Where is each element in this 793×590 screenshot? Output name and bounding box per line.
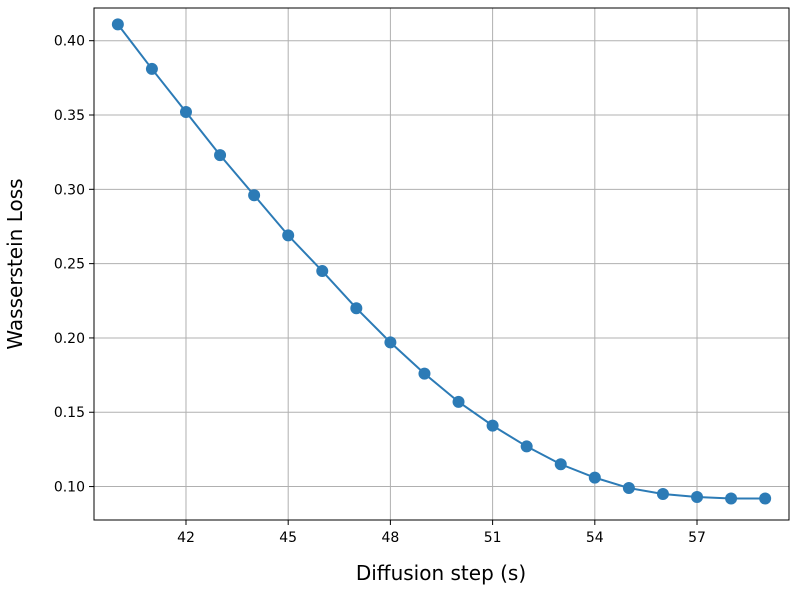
data-point <box>759 492 772 505</box>
y-axis-label: Wasserstein Loss <box>3 178 27 349</box>
x-tick-label: 54 <box>586 530 604 546</box>
x-tick-label: 57 <box>688 530 706 546</box>
data-point <box>384 336 397 349</box>
data-point <box>622 482 635 495</box>
data-point <box>520 440 533 453</box>
data-point <box>656 487 669 500</box>
y-tick-label: 0.25 <box>54 257 85 273</box>
data-point <box>316 265 329 278</box>
x-tick-label: 45 <box>279 530 297 546</box>
data-point <box>145 62 158 75</box>
data-point <box>486 419 499 432</box>
y-tick-label: 0.40 <box>54 34 85 50</box>
x-tick-label: 48 <box>381 530 399 546</box>
data-point <box>282 229 295 242</box>
x-axis: 42 45 48 51 54 57 <box>177 520 706 546</box>
data-point <box>691 490 704 503</box>
series-group <box>111 18 772 505</box>
x-tick-label: 42 <box>177 530 195 546</box>
y-axis: 0.10 0.15 0.20 0.25 0.30 0.35 0.40 <box>54 34 94 496</box>
y-tick-label: 0.10 <box>54 480 85 496</box>
data-point <box>725 492 738 505</box>
y-tick-label: 0.20 <box>54 331 85 347</box>
data-point <box>179 106 192 119</box>
data-point <box>418 367 431 380</box>
data-point <box>452 395 465 408</box>
data-point <box>554 458 567 471</box>
x-tick-label: 51 <box>484 530 502 546</box>
y-tick-label: 0.30 <box>54 182 85 198</box>
data-point <box>588 471 601 484</box>
grid-lines <box>94 8 789 520</box>
data-point <box>111 18 124 31</box>
data-point <box>350 302 363 315</box>
y-tick-label: 0.15 <box>54 405 85 421</box>
x-axis-label: Diffusion step (s) <box>356 561 526 585</box>
series-line <box>117 23 766 500</box>
data-point <box>248 189 261 202</box>
data-point <box>214 149 227 162</box>
y-tick-label: 0.35 <box>54 108 85 124</box>
